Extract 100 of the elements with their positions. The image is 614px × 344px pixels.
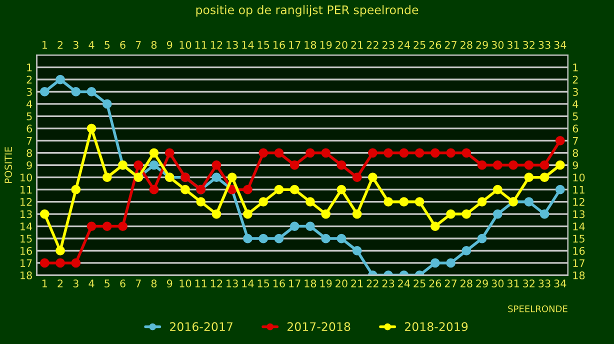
point [86, 124, 96, 134]
point [368, 148, 378, 158]
x2-tick-label: 12 [210, 40, 222, 49]
point [149, 184, 159, 194]
point [56, 258, 65, 268]
legend-label: 2016-2017 [170, 322, 232, 332]
x2-tick-label: 20 [336, 40, 348, 49]
x-tick-label: 26 [429, 280, 442, 288]
x2-tick-label: 28 [460, 40, 472, 49]
point [56, 246, 65, 256]
x2-tick-label: 29 [476, 40, 488, 49]
point [212, 172, 222, 182]
y2-tick-label: 12 [573, 198, 584, 206]
x2-tick-label: 21 [351, 40, 363, 49]
point [290, 222, 300, 231]
point [71, 184, 81, 194]
y-tick-label: 17 [20, 259, 32, 267]
y-tick-label: 8 [26, 149, 32, 157]
point [258, 148, 268, 158]
y2-tick-label: 7 [572, 137, 578, 145]
point [462, 148, 472, 158]
y-tick-label: 4 [26, 100, 32, 108]
x-tick-label: 4 [88, 280, 94, 288]
x2-tick-label: 7 [136, 41, 141, 49]
y2-tick-label: 13 [573, 210, 585, 218]
point [149, 160, 159, 170]
point [40, 258, 50, 268]
x-tick-label: 31 [507, 280, 519, 288]
x2-tick-label: 34 [554, 40, 566, 49]
point [306, 222, 315, 231]
point [118, 222, 128, 231]
x2-tick-label: 10 [180, 40, 192, 49]
y2-tick-label: 15 [573, 234, 584, 243]
point [430, 258, 440, 268]
point [40, 209, 50, 219]
y2-tick-label: 10 [573, 174, 585, 182]
x2-tick-label: 11 [195, 41, 207, 49]
y2-tick-label: 16 [573, 246, 585, 255]
x-tick-label: 23 [382, 280, 394, 288]
point [492, 160, 502, 170]
point [86, 222, 96, 231]
point [352, 209, 362, 219]
point [446, 209, 456, 219]
x-tick-label: 10 [180, 280, 192, 288]
x2-tick-label: 2 [58, 40, 63, 49]
y2-tick-label: 6 [572, 124, 578, 133]
point [462, 209, 472, 219]
y2-tick-label: 14 [573, 222, 585, 230]
y-tick-label: 1 [27, 64, 32, 72]
x2-tick-label: 17 [289, 41, 300, 49]
point [430, 222, 440, 231]
x-tick-label: 12 [210, 280, 222, 288]
x2-tick-label: 8 [151, 40, 157, 49]
point [164, 148, 174, 158]
point [414, 148, 424, 158]
point [462, 246, 472, 256]
y-tick-label: 11 [20, 186, 32, 194]
x-tick-label: 2 [58, 280, 63, 288]
point [243, 209, 252, 219]
point [384, 197, 393, 206]
x-axis-title: SPEELRONDE [508, 305, 568, 312]
point [368, 172, 378, 182]
point [384, 148, 393, 158]
x2-tick-label: 31 [507, 40, 519, 49]
y-tick-label: 6 [26, 124, 32, 133]
point [352, 246, 362, 256]
y2-tick-label: 2 [572, 76, 578, 84]
point [399, 148, 409, 158]
y2-tick-label: 5 [572, 112, 578, 120]
x-tick-label: 19 [320, 280, 332, 288]
x-tick-label: 34 [554, 280, 566, 288]
point [540, 209, 550, 219]
y-tick-label: 10 [20, 174, 32, 182]
point [212, 209, 222, 219]
y2-tick-label: 4 [572, 100, 578, 108]
x-tick-label: 27 [444, 280, 457, 288]
point [352, 172, 362, 182]
point [477, 234, 487, 244]
y2-tick-label: 8 [572, 149, 578, 157]
point [492, 184, 502, 194]
y2-tick-label: 18 [573, 271, 585, 280]
x-tick-label: 18 [304, 280, 316, 288]
x2-tick-label: 23 [382, 40, 394, 49]
y-tick-label: 16 [20, 246, 32, 255]
point [430, 148, 440, 158]
x2-tick-label: 26 [429, 40, 442, 49]
x-tick-label: 17 [289, 280, 300, 288]
point [196, 197, 206, 206]
x-tick-label: 21 [351, 280, 363, 288]
point [102, 99, 112, 109]
x-tick-label: 32 [523, 280, 534, 288]
point [555, 184, 565, 194]
x-tick-label: 22 [366, 280, 378, 288]
point [446, 258, 456, 268]
x-tick-label: 1 [42, 280, 47, 288]
y-tick-label: 15 [20, 234, 32, 243]
point [321, 148, 331, 158]
point [477, 160, 487, 170]
x2-tick-label: 33 [538, 40, 550, 49]
point [336, 160, 346, 170]
